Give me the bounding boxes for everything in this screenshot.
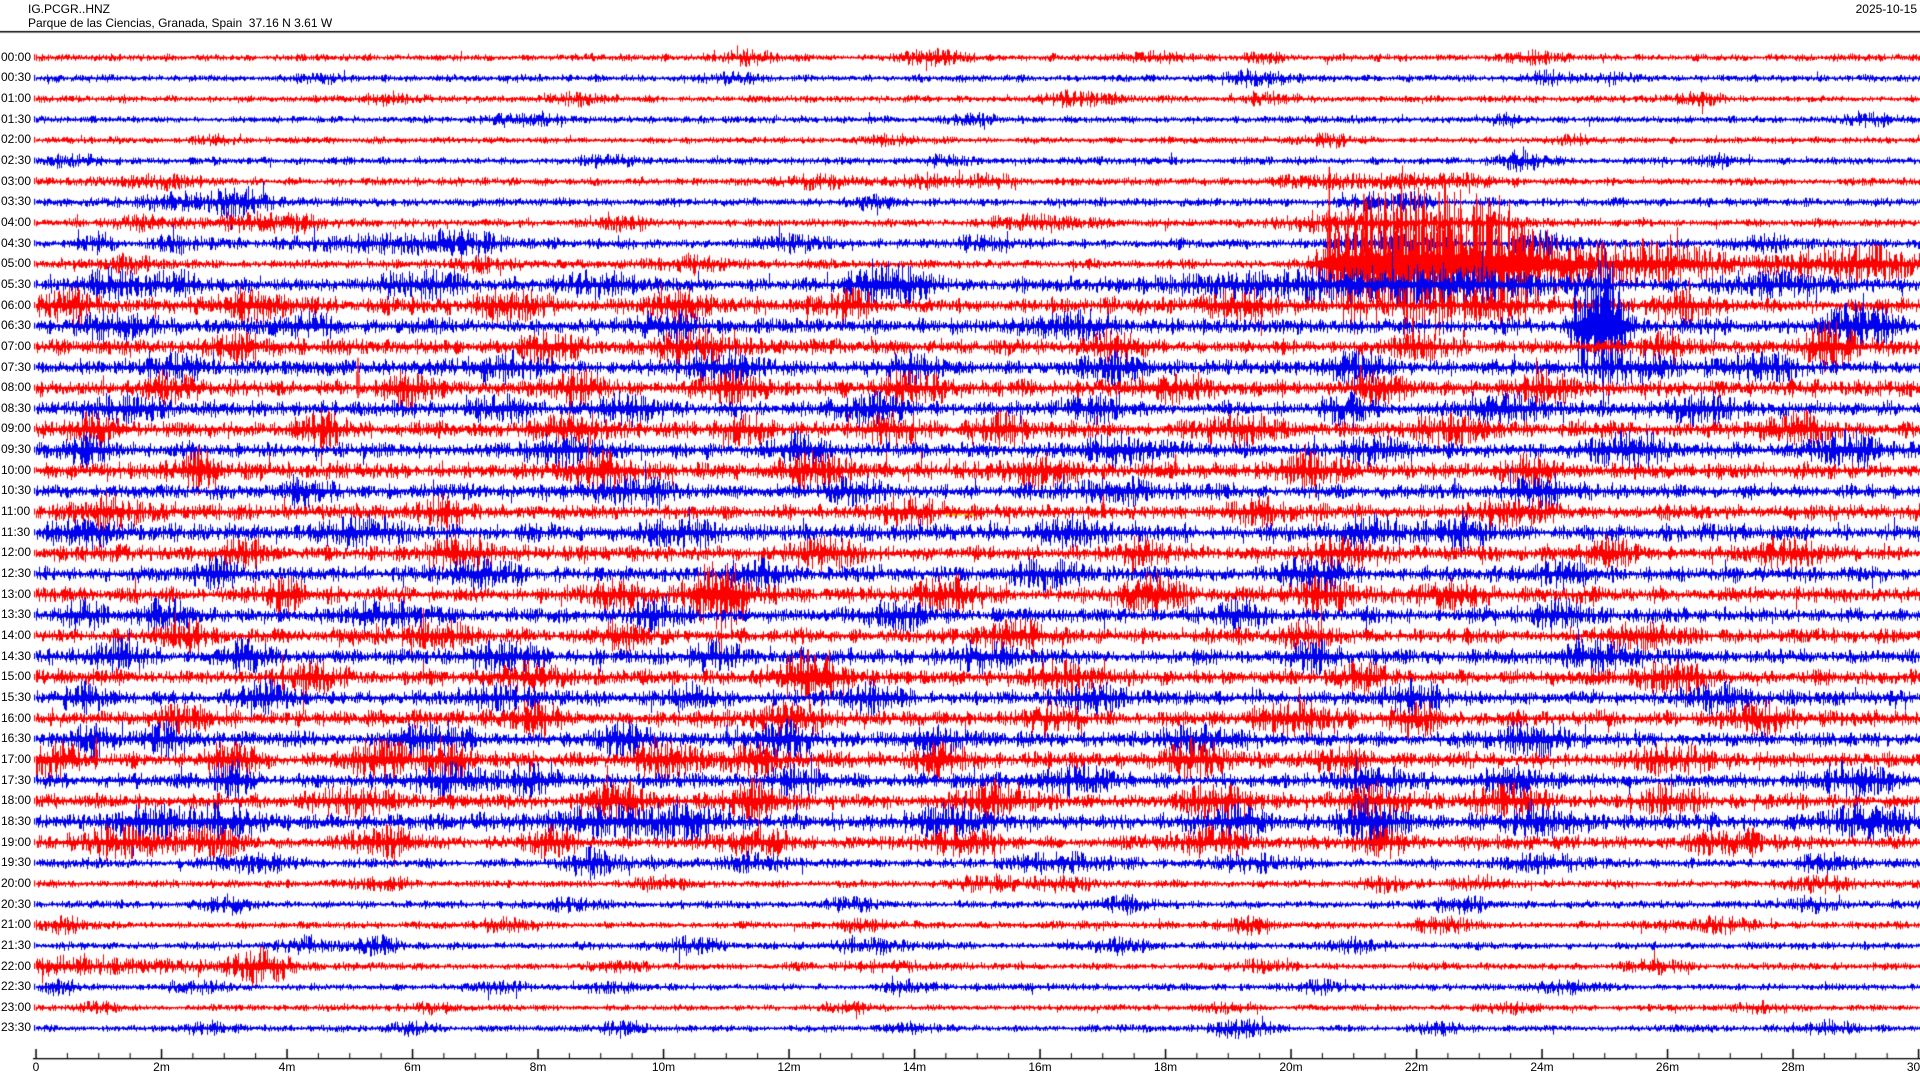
trace-time-label: 13:00 xyxy=(1,586,32,601)
trace-time-label: 15:00 xyxy=(1,669,32,684)
trace-time-label: 09:30 xyxy=(1,442,32,457)
trace-time-label: 12:00 xyxy=(1,545,32,560)
trace-time-label: 14:30 xyxy=(1,648,32,663)
x-axis-tick-label: 16m xyxy=(1028,1060,1052,1074)
x-axis-tick-label: 12m xyxy=(777,1060,801,1074)
trace-time-label: 22:30 xyxy=(1,979,32,994)
trace-time-label: 16:30 xyxy=(1,731,32,746)
x-axis-tick-label: 26m xyxy=(1655,1060,1680,1074)
trace-time-label: 03:00 xyxy=(1,173,32,188)
trace-time-label: 06:00 xyxy=(1,297,32,312)
x-axis-tick-label: 2m xyxy=(153,1060,170,1074)
trace-time-label: 06:30 xyxy=(1,318,32,333)
trace-time-label: 02:30 xyxy=(1,152,32,167)
x-axis-tick-label: 24m xyxy=(1530,1060,1554,1074)
x-axis-tick-label: 30m xyxy=(1906,1060,1920,1074)
trace-time-label: 18:00 xyxy=(1,793,32,808)
trace-time-label: 19:30 xyxy=(1,855,32,870)
trace-time-label: 10:00 xyxy=(1,462,32,477)
trace-time-label: 17:30 xyxy=(1,772,32,787)
trace-time-label: 19:00 xyxy=(1,834,32,849)
x-axis-tick-label: 0 xyxy=(32,1060,40,1074)
trace-time-label: 02:00 xyxy=(1,132,32,147)
trace-time-label: 11:30 xyxy=(1,524,31,539)
trace-time-label: 05:00 xyxy=(1,256,32,271)
trace-time-label: 21:00 xyxy=(1,917,32,932)
x-axis-tick-label: 14m xyxy=(902,1060,927,1074)
trace-time-label: 20:00 xyxy=(1,875,32,890)
trace-time-label: 04:30 xyxy=(1,235,32,250)
x-axis-tick-label: 28m xyxy=(1781,1060,1805,1074)
x-axis-tick-label: 8m xyxy=(529,1060,547,1074)
x-axis-tick-label: 4m xyxy=(278,1060,296,1074)
trace-time-label: 18:30 xyxy=(1,813,32,828)
trace-time-label: 07:30 xyxy=(1,359,32,374)
trace-time-label: 05:30 xyxy=(1,276,32,291)
trace-time-label: 15:30 xyxy=(1,690,32,704)
x-axis-tick-label: 6m xyxy=(404,1060,421,1074)
trace-time-label: 11:00 xyxy=(1,504,31,519)
trace-time-label: 09:00 xyxy=(1,421,32,436)
x-axis-tick-label: 22m xyxy=(1404,1060,1429,1074)
trace-time-label: 01:00 xyxy=(1,91,32,105)
x-axis-tick-label: 18m xyxy=(1153,1060,1178,1074)
x-axis-tick-label: 20m xyxy=(1279,1060,1303,1074)
trace-time-label: 22:00 xyxy=(1,958,32,973)
trace-time-label: 23:00 xyxy=(1,999,32,1014)
trace-time-label: 14:00 xyxy=(1,628,32,643)
station-code: IG.PCGR..HNZ xyxy=(28,2,111,16)
x-axis-tick-label: 10m xyxy=(651,1060,676,1074)
trace-time-label: 08:00 xyxy=(1,380,32,395)
trace-time-label: 13:30 xyxy=(1,607,32,622)
trace-time-label: 04:00 xyxy=(1,214,32,229)
trace-time-label: 16:00 xyxy=(1,710,32,725)
date-label: 2025-10-15 xyxy=(1855,2,1917,16)
trace-time-label: 10:30 xyxy=(1,483,32,498)
trace-time-label: 07:00 xyxy=(1,338,32,353)
trace-time-label: 01:30 xyxy=(1,111,32,126)
trace-time-label: 20:30 xyxy=(1,896,32,911)
trace-time-label: 12:30 xyxy=(1,566,32,581)
trace-time-label: 08:30 xyxy=(1,400,32,415)
trace-time-label: 23:30 xyxy=(1,1020,32,1035)
trace-time-label: 03:30 xyxy=(1,194,32,209)
trace-time-label: 00:30 xyxy=(1,70,32,85)
trace-time-label: 17:00 xyxy=(1,751,32,766)
station-description: Parque de las Ciencias, Granada, Spain 3… xyxy=(28,16,333,30)
trace-time-label: 21:30 xyxy=(1,937,32,952)
trace-time-label: 00:00 xyxy=(1,49,32,64)
